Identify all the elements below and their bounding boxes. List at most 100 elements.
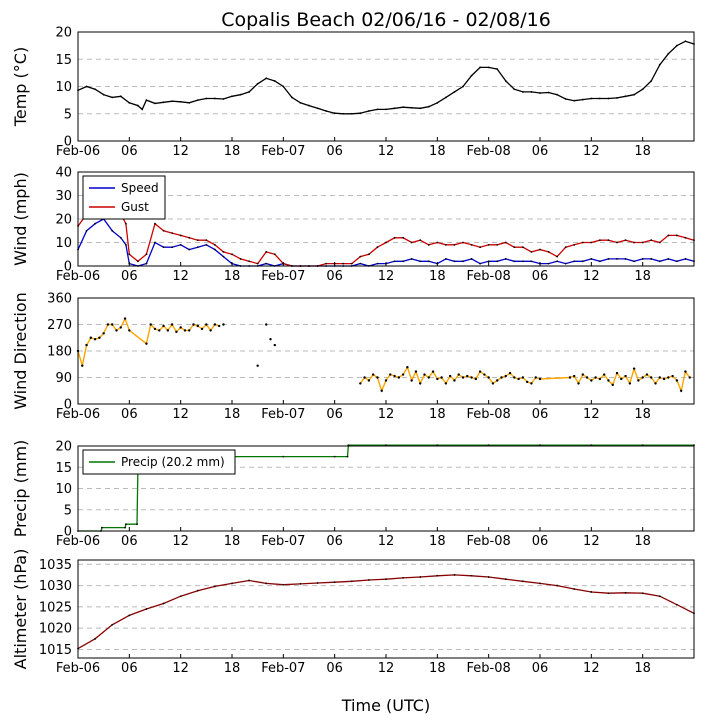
data-point — [205, 243, 208, 246]
data-point — [119, 95, 122, 98]
series-line — [77, 40, 695, 115]
data-point — [496, 260, 499, 263]
data-point — [81, 364, 84, 367]
data-point — [573, 588, 576, 590]
data-point — [188, 236, 191, 239]
data-point — [444, 243, 447, 246]
data-point — [440, 376, 443, 379]
data-point — [213, 585, 216, 588]
data-point — [333, 581, 336, 584]
x-tick-label: 06 — [121, 534, 138, 549]
data-point — [513, 260, 516, 263]
data-point — [496, 243, 499, 246]
data-point — [367, 110, 370, 112]
data-point — [145, 342, 148, 345]
data-point — [162, 101, 165, 104]
data-point — [525, 380, 529, 384]
y-tick-label: 20 — [55, 440, 72, 455]
data-point — [153, 327, 157, 331]
x-tick-label: 12 — [172, 534, 189, 549]
data-point — [393, 236, 396, 239]
data-point — [325, 262, 328, 265]
data-point — [684, 236, 687, 239]
data-point — [616, 241, 618, 244]
data-point — [94, 637, 97, 640]
y-tick-label: 0 — [64, 260, 72, 275]
data-point — [222, 251, 225, 253]
data-point — [111, 229, 114, 232]
data-point — [436, 241, 439, 244]
data-point — [628, 382, 632, 385]
data-point — [342, 112, 345, 115]
x-tick-label: 06 — [532, 534, 549, 549]
data-point — [598, 239, 601, 242]
data-point — [564, 98, 567, 100]
data-point — [393, 374, 396, 378]
legend-label: Gust — [121, 200, 149, 214]
data-point — [175, 330, 178, 334]
data-point — [410, 379, 413, 382]
data-point — [478, 370, 482, 373]
data-point — [598, 260, 601, 263]
data-point — [363, 376, 366, 379]
data-point — [521, 260, 524, 263]
x-tick-label: 18 — [634, 269, 651, 284]
data-point — [650, 258, 653, 260]
data-point — [504, 241, 507, 244]
data-point — [192, 323, 195, 326]
series-line — [77, 218, 695, 267]
data-point — [457, 373, 460, 376]
data-point — [188, 101, 191, 104]
x-tick-label: Feb-08 — [467, 661, 511, 676]
data-point — [393, 260, 396, 263]
y-axis-label: Altimeter (hPa) — [11, 549, 30, 670]
data-point — [94, 88, 97, 91]
data-point — [521, 376, 525, 379]
data-point — [667, 52, 670, 55]
data-point — [282, 85, 285, 88]
data-point — [590, 258, 593, 260]
data-point — [205, 239, 208, 242]
data-point — [213, 248, 216, 251]
data-point — [231, 253, 233, 256]
data-point — [487, 376, 490, 379]
data-point — [85, 343, 88, 347]
x-tick-label: 06 — [326, 269, 343, 284]
y-tick-label: 5 — [64, 107, 72, 122]
data-point — [616, 97, 618, 99]
x-tick-label: 12 — [583, 144, 600, 159]
data-point — [125, 222, 127, 225]
data-point — [85, 85, 88, 88]
x-tick-label: 12 — [378, 661, 395, 676]
x-tick-label: 18 — [634, 144, 651, 159]
data-point — [611, 383, 614, 387]
data-point — [616, 258, 618, 260]
x-tick-label: 12 — [583, 534, 600, 549]
series-line — [359, 365, 691, 394]
data-point — [248, 579, 251, 582]
data-point — [607, 379, 610, 382]
y-tick-label: 15 — [55, 53, 72, 68]
data-point — [128, 101, 131, 104]
data-point — [462, 241, 464, 244]
data-point — [581, 373, 584, 376]
data-point — [231, 582, 233, 585]
data-point — [624, 591, 627, 594]
chart-title: Copalis Beach 02/06/16 - 02/08/16 — [221, 9, 551, 31]
data-point — [564, 262, 567, 265]
data-point — [513, 246, 516, 249]
data-point — [602, 373, 606, 376]
data-point — [573, 260, 576, 263]
data-point — [385, 241, 387, 244]
data-point — [607, 258, 610, 260]
x-tick-label: 12 — [172, 661, 189, 676]
data-point — [658, 241, 661, 244]
x-tick-label: 12 — [583, 269, 600, 284]
data-point — [453, 574, 456, 576]
data-point — [453, 260, 456, 263]
data-point — [598, 97, 601, 100]
data-point — [487, 260, 490, 263]
data-point — [504, 80, 507, 82]
data-point — [145, 253, 148, 256]
data-point — [196, 589, 199, 592]
